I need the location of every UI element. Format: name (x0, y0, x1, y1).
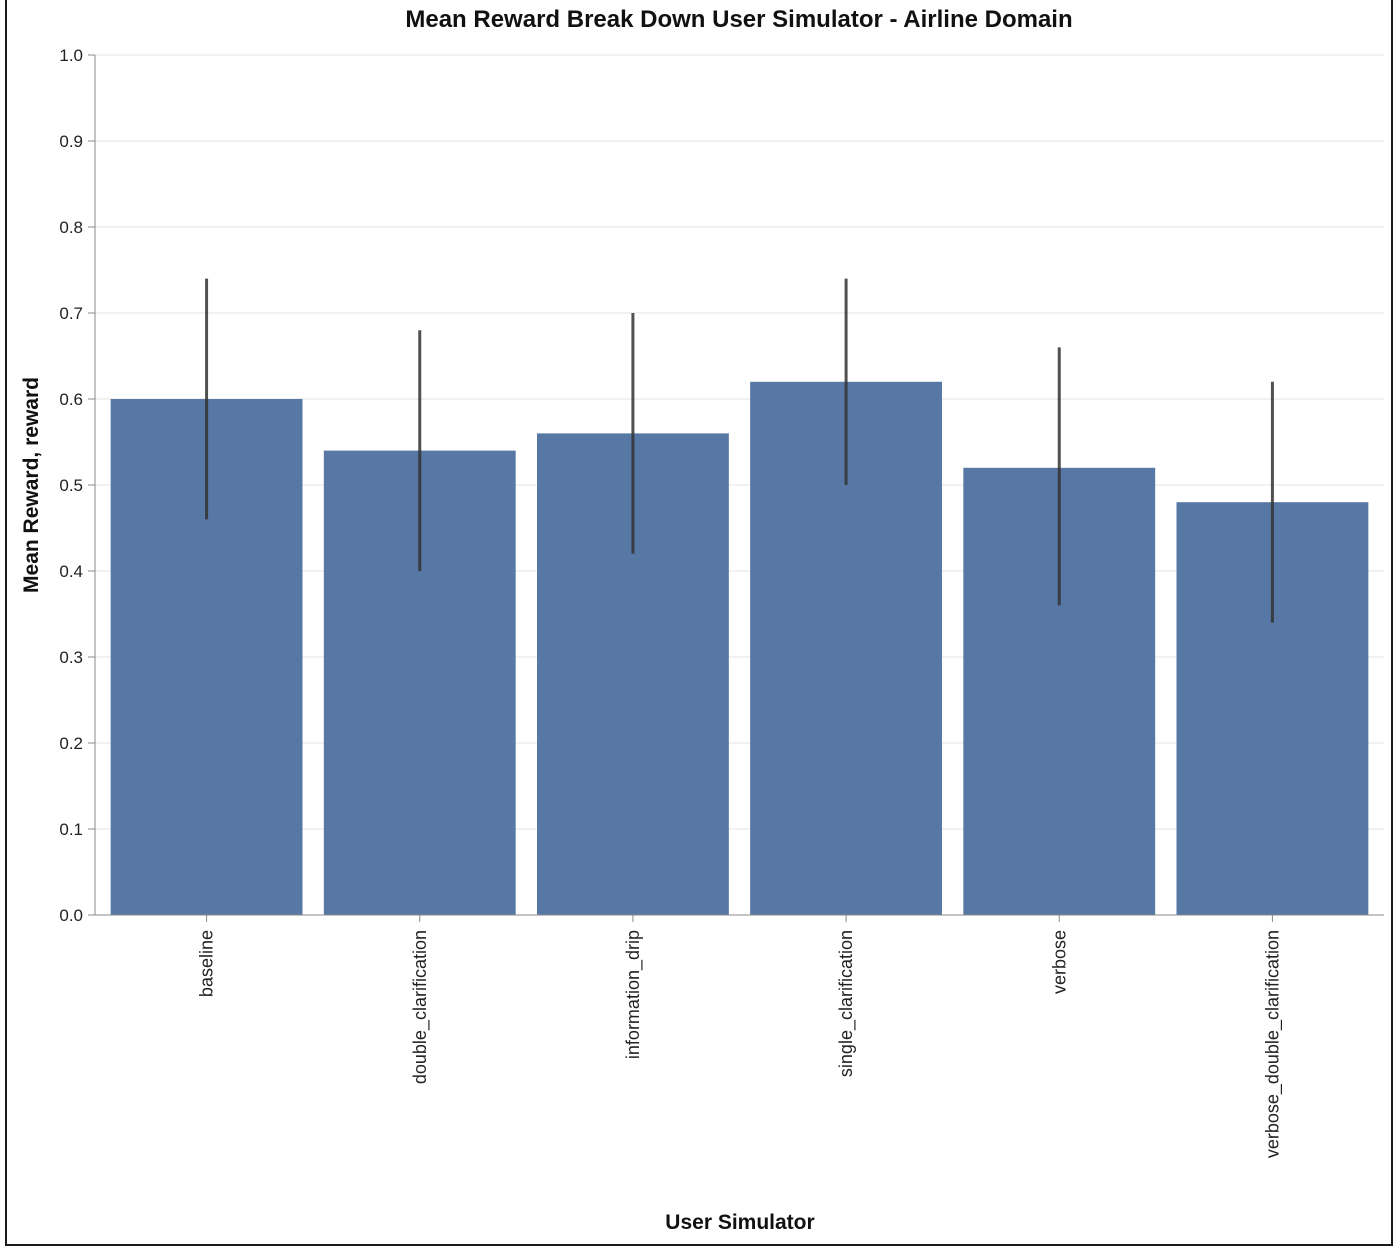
y-tick-label: 1.0 (59, 46, 83, 65)
y-tick-label: 0.9 (59, 132, 83, 151)
y-axis-title: Mean Reward, reward (20, 377, 43, 593)
x-tick-label: verbose (1049, 930, 1069, 994)
y-tick-label: 0.6 (59, 390, 83, 409)
x-tick-label: information_drip (623, 930, 644, 1059)
y-tick-labels: 0.0 0.1 0.2 0.3 0.4 0.5 0.6 0.7 0.8 0.9 1.0 (59, 46, 83, 925)
y-tick-label: 0.4 (59, 562, 83, 581)
y-tick-label: 0.8 (59, 218, 83, 237)
y-tick-label: 0.3 (59, 648, 83, 667)
x-tick-labels: baseline double_clarification information_… (197, 930, 1284, 1158)
x-tick-label: baseline (197, 930, 217, 997)
y-tick-label: 0.0 (59, 906, 83, 925)
x-tick-label: verbose_double_clarification (1262, 930, 1283, 1158)
x-tick-label: single_clarification (836, 930, 857, 1077)
x-axis-title: User Simulator (665, 1211, 814, 1234)
y-tick-label: 0.5 (59, 476, 83, 495)
y-tick-label: 0.1 (59, 820, 83, 839)
y-tick-label: 0.2 (59, 734, 83, 753)
bars (110, 381, 1369, 915)
error-bars (205, 278, 1274, 623)
axes (88, 54, 1384, 922)
chart-title: Mean Reward Break Down User Simulator - … (405, 6, 1072, 33)
grid-lines (95, 54, 1384, 830)
y-tick-label: 0.7 (59, 304, 83, 323)
x-tick-label: double_clarification (410, 930, 431, 1084)
